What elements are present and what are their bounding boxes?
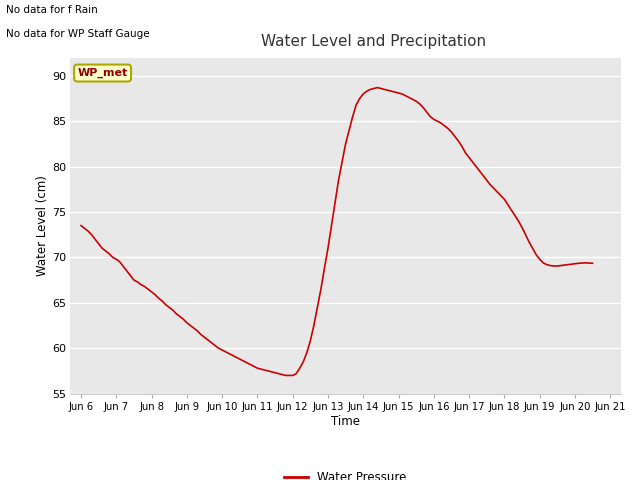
Y-axis label: Water Level (cm): Water Level (cm) [36,175,49,276]
Text: No data for f Rain: No data for f Rain [6,5,98,15]
Title: Water Level and Precipitation: Water Level and Precipitation [260,35,486,49]
Text: No data for WP Staff Gauge: No data for WP Staff Gauge [6,29,150,39]
Text: WP_met: WP_met [77,68,128,78]
Legend: Water Pressure: Water Pressure [280,466,412,480]
X-axis label: Time: Time [331,415,360,428]
